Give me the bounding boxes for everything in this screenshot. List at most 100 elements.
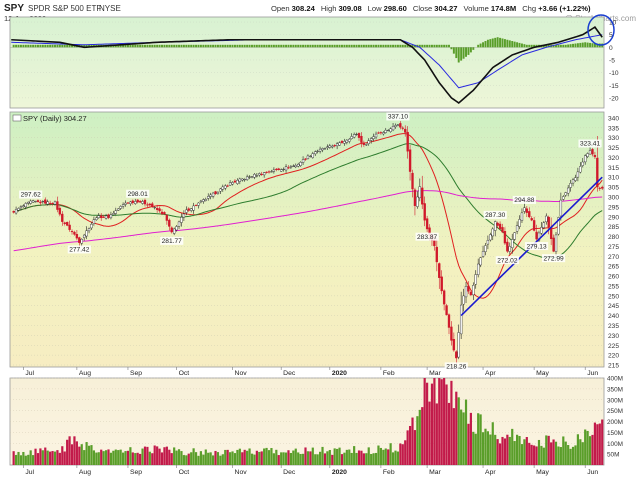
candle-up: [391, 126, 395, 131]
volume-bar-down: [552, 439, 555, 465]
candle-down: [379, 132, 383, 134]
volume-bar-up: [90, 445, 93, 465]
stat-value: 298.60: [384, 4, 407, 13]
ppo-histogram-bar: [36, 44, 39, 48]
candle-down: [455, 351, 458, 359]
volume-bar-down: [126, 450, 130, 465]
volume-bar-up: [207, 452, 210, 465]
ppo-histogram-bar: [202, 44, 205, 48]
ppo-histogram-bar: [241, 44, 244, 48]
ppo-histogram-bar: [338, 44, 341, 48]
volume-bar-up: [311, 447, 314, 465]
ppo-histogram-bar: [153, 44, 156, 48]
ppo-histogram-bar: [263, 44, 266, 48]
ppo-histogram-bar: [584, 42, 587, 48]
ppo-histogram-bar: [370, 44, 373, 48]
volume-bar-up: [294, 448, 297, 465]
candle-up: [202, 199, 205, 202]
candle-up: [34, 201, 37, 203]
volume-bar-up: [326, 451, 329, 465]
volume-bar-up: [265, 447, 268, 465]
ppo-histogram-bar: [199, 44, 202, 48]
volume-bar-up: [248, 448, 251, 465]
candle-down: [401, 127, 404, 129]
candle-up: [576, 171, 580, 178]
sma-long-line: [13, 190, 603, 252]
ppo-histogram-bar: [555, 44, 557, 48]
candle-up: [95, 217, 98, 221]
candle-up: [121, 204, 125, 207]
volume-bar-down: [70, 444, 74, 465]
volume-bar-down: [447, 402, 451, 465]
price-annotation: 277.42: [67, 245, 91, 254]
candle-down: [65, 222, 69, 226]
candle-down: [501, 227, 504, 233]
ppo-histogram-bar: [445, 44, 448, 48]
volume-bar-up: [17, 451, 20, 465]
x-axis-label: Feb: [383, 370, 395, 377]
ppo-histogram-bar: [365, 44, 368, 48]
stat-value: 308.24: [292, 4, 316, 13]
x-axis-label: Apr: [485, 469, 496, 476]
ppo-histogram-bar: [314, 44, 317, 48]
volume-bar-up: [124, 451, 127, 465]
ppo-histogram-bar: [593, 43, 596, 48]
ppo-histogram-bar: [377, 44, 380, 48]
candle-up: [484, 245, 487, 252]
volume-bar-down: [421, 407, 424, 465]
candle-up: [129, 201, 132, 205]
volume-bar-up: [564, 441, 567, 465]
ppo-histogram-bar: [280, 44, 283, 48]
candle-up: [367, 140, 370, 144]
x-axis-label: Feb: [383, 469, 395, 476]
ppo-histogram-bar: [462, 47, 465, 59]
ppo-histogram-bar: [207, 44, 210, 48]
candle-up: [491, 228, 494, 237]
candle-up: [270, 171, 273, 173]
candle-down: [423, 203, 426, 221]
volume-bar-down: [362, 453, 365, 465]
volume-bar-down: [156, 446, 159, 465]
x-axis-label: Dec: [283, 370, 296, 377]
volume-bar-down: [404, 440, 407, 465]
volume-tick-label: 400M: [607, 376, 623, 383]
ppo-histogram-bar: [392, 44, 395, 48]
volume-bar-down: [433, 378, 436, 465]
candle-up: [321, 148, 324, 151]
price-tick-label: 285: [608, 224, 619, 231]
volume-tick-label: 100M: [607, 441, 623, 448]
volume-bar-up: [545, 435, 548, 465]
annotation-bg: [541, 254, 566, 263]
volume-bar-down: [151, 453, 154, 465]
volume-bar-up: [394, 450, 397, 465]
candle-up: [299, 161, 302, 166]
ppo-histogram-bar: [321, 44, 324, 48]
volume-bar-up: [540, 445, 543, 465]
volume-bar-up: [365, 453, 368, 465]
ppo-histogram-bar: [170, 44, 173, 48]
ppo-histogram-bar: [387, 44, 390, 48]
candle-down: [525, 208, 528, 213]
ppo-histogram-bar: [27, 44, 30, 48]
volume-bar-down: [309, 451, 312, 465]
volume-bar-up: [567, 445, 570, 465]
volume-bar-up: [571, 446, 575, 465]
candle-up: [350, 136, 353, 139]
ppo-histogram-bar: [547, 44, 550, 48]
volume-bar-up: [321, 446, 324, 465]
volume-bar-up: [190, 452, 193, 465]
candle-up: [211, 192, 215, 197]
volume-bar-down: [158, 448, 161, 465]
ppo-histogram-bar: [251, 44, 253, 48]
volume-bar-down: [241, 452, 244, 465]
ppo-histogram-bar: [233, 44, 236, 48]
annotation-bg: [444, 362, 468, 371]
volume-bar-up: [579, 439, 582, 465]
volume-bar-up: [382, 449, 385, 465]
volume-bar-up: [396, 451, 400, 465]
price-tick-label: 290: [608, 214, 619, 221]
price-annotation: 297.62: [19, 190, 43, 199]
ppo-histogram-bar: [428, 44, 431, 48]
candle-up: [335, 143, 339, 147]
ppo-panel-frame: [9, 16, 605, 109]
